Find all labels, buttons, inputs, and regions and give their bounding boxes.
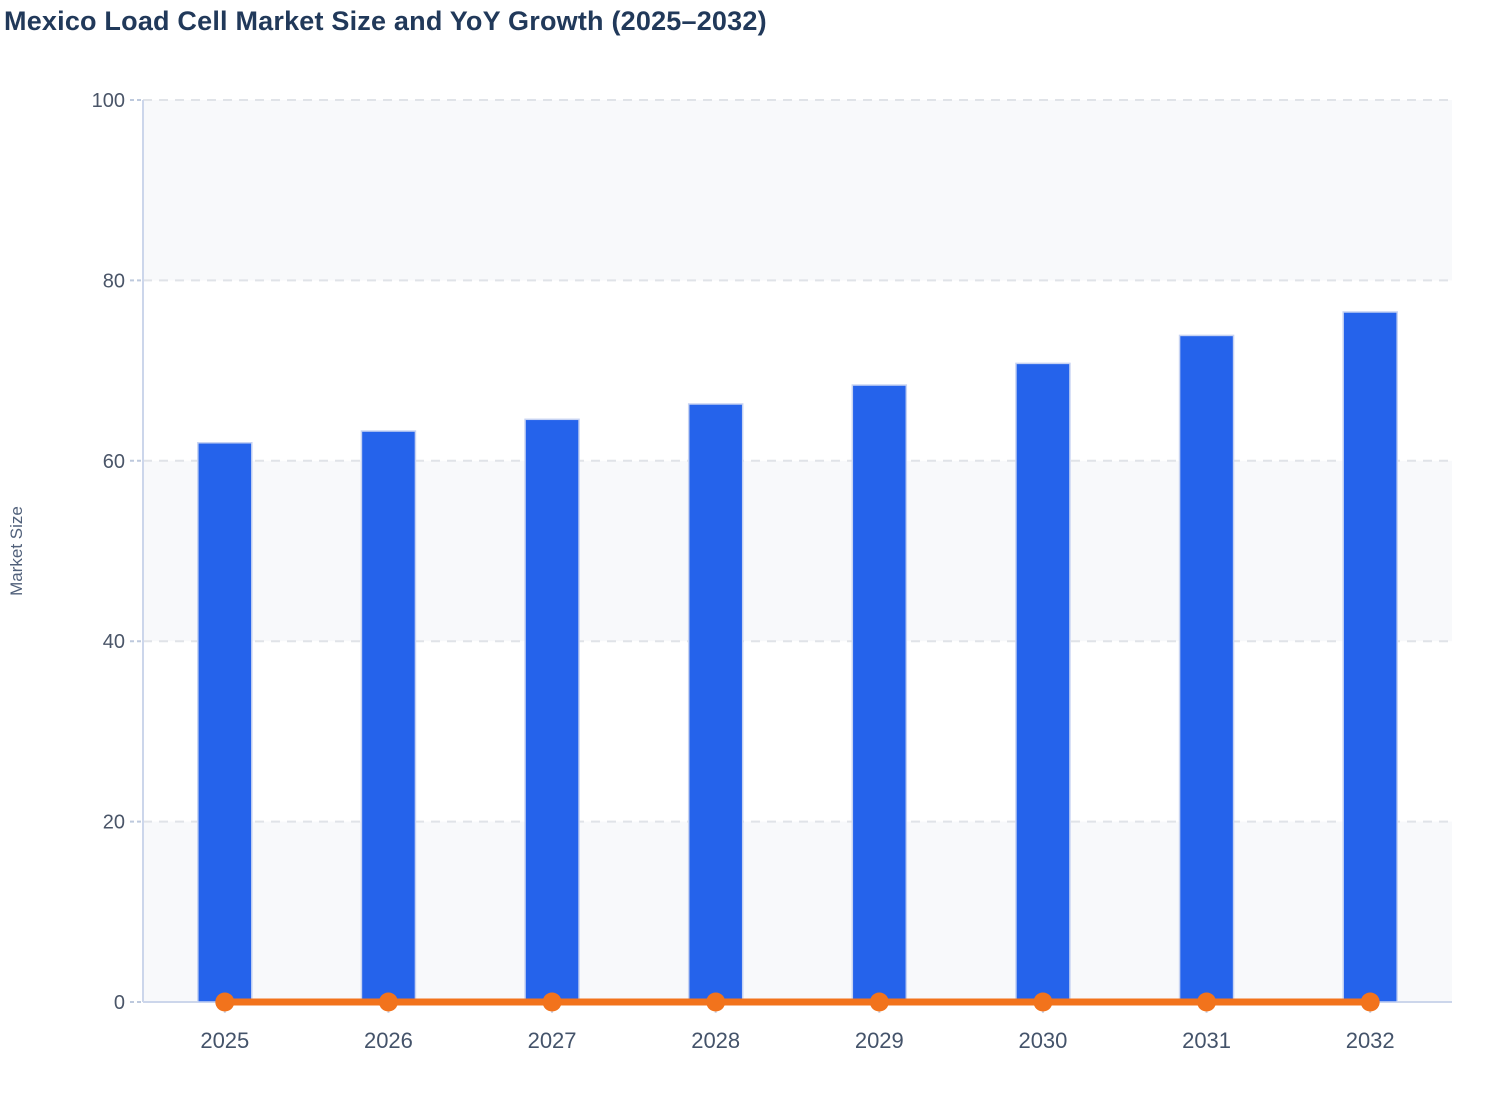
y-tick-label: 60 xyxy=(103,451,125,473)
background-band xyxy=(143,460,1452,642)
yoy-growth-marker-2032[interactable] xyxy=(1360,992,1380,1012)
x-tick-label: 2027 xyxy=(528,1028,577,1053)
plot-area: 0 20 40 60 80 100 2025 2026 2027 2028 2029 2030 2031… xyxy=(92,90,1452,1053)
bar-2028[interactable] xyxy=(687,403,744,1003)
chart-title: Mexico Load Cell Market Size and YoY Gro… xyxy=(4,6,767,36)
background-band xyxy=(143,100,1452,281)
bar-2026[interactable] xyxy=(360,430,417,1003)
yoy-growth-marker-2031[interactable] xyxy=(1197,992,1217,1012)
y-tick-label: 80 xyxy=(103,270,125,292)
y-tick-label: 20 xyxy=(103,812,125,834)
yoy-growth-marker-2026[interactable] xyxy=(378,992,398,1012)
yoy-growth-marker-2025[interactable] xyxy=(215,992,235,1012)
y-tick-label: 40 xyxy=(103,631,125,653)
bar-2030[interactable] xyxy=(1015,362,1071,1003)
x-tick-label: 2025 xyxy=(200,1028,249,1053)
bar-2029[interactable] xyxy=(851,384,908,1003)
y-tick-label: 0 xyxy=(114,992,125,1014)
bar-2032[interactable] xyxy=(1342,311,1398,1003)
background-band xyxy=(143,821,1452,1002)
x-tick-label: 2031 xyxy=(1182,1028,1231,1053)
yoy-growth-marker-2029[interactable] xyxy=(869,992,889,1012)
y-axis-title: Market Size xyxy=(7,506,26,596)
x-tick-label: 2032 xyxy=(1346,1028,1395,1053)
yoy-growth-marker-2028[interactable] xyxy=(706,992,726,1012)
yoy-growth-marker-2027[interactable] xyxy=(542,992,562,1012)
y-tick-label: 100 xyxy=(92,90,125,112)
x-tick-label: 2028 xyxy=(691,1028,740,1053)
bar-2027[interactable] xyxy=(524,418,580,1003)
x-tick-label: 2030 xyxy=(1018,1028,1067,1053)
yoy-growth-marker-2030[interactable] xyxy=(1033,992,1053,1012)
bar-2031[interactable] xyxy=(1178,334,1235,1003)
x-tick-label: 2026 xyxy=(364,1028,413,1053)
bar-2025[interactable] xyxy=(197,442,253,1003)
x-tick-label: 2029 xyxy=(855,1028,904,1053)
